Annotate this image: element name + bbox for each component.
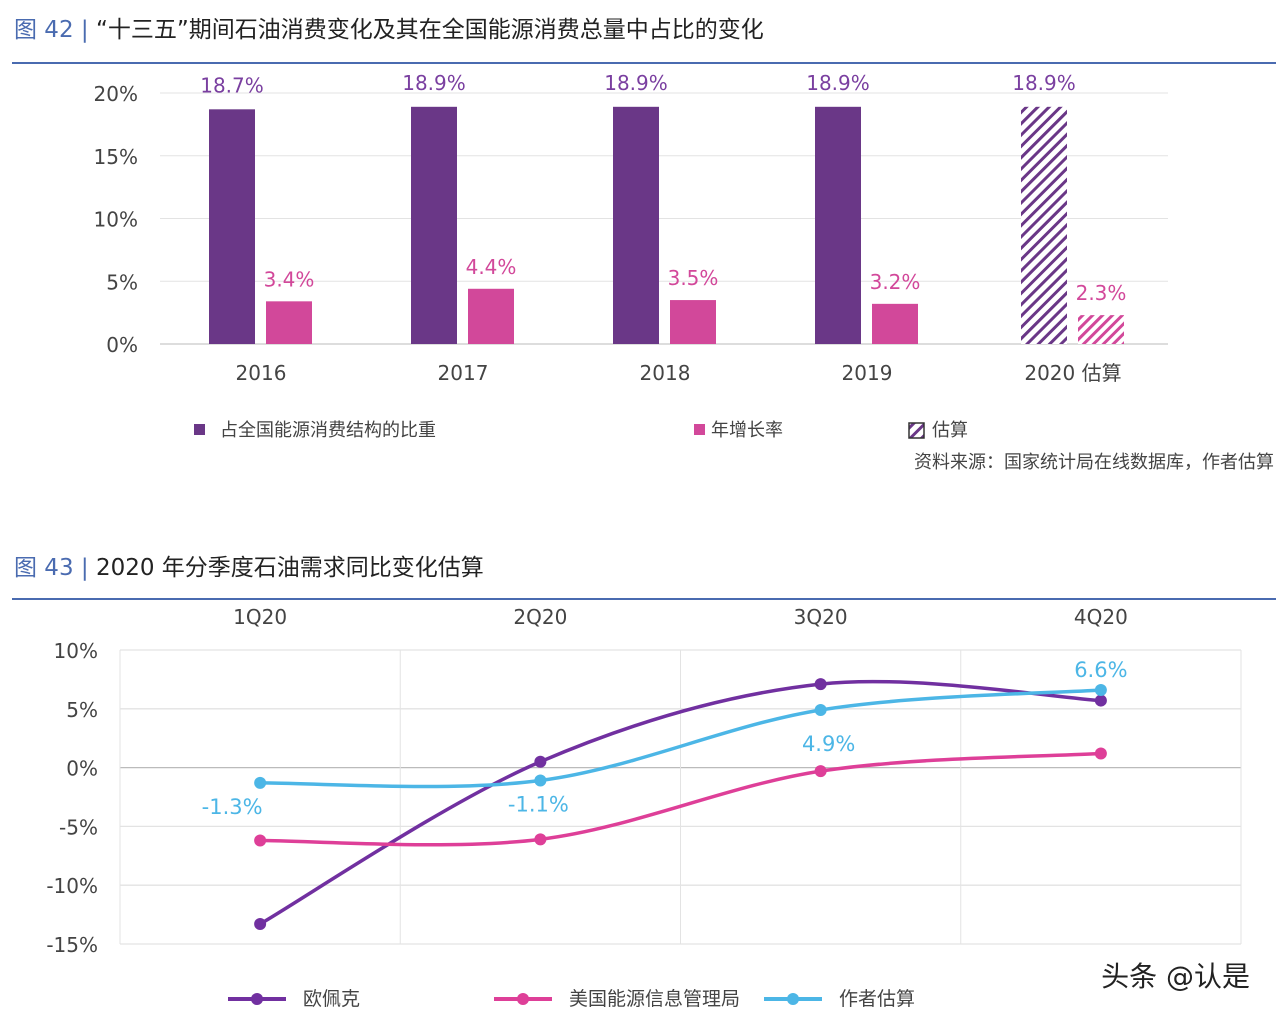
y-tick-label: 5% bbox=[106, 270, 138, 294]
share-bar bbox=[209, 109, 255, 344]
legend-swatch-estimate bbox=[908, 422, 925, 439]
x-tick-label: 2016 bbox=[236, 361, 287, 385]
data-point bbox=[814, 678, 827, 691]
data-label: 3.2% bbox=[870, 270, 921, 294]
data-point bbox=[534, 833, 547, 846]
x-tick-label: 2020 估算 bbox=[1024, 361, 1121, 385]
divider bbox=[12, 62, 1276, 64]
data-point bbox=[1094, 683, 1107, 696]
data-label: 18.9% bbox=[604, 71, 668, 95]
data-label: 18.9% bbox=[806, 71, 870, 95]
x-tick-label: 2017 bbox=[438, 361, 489, 385]
data-point bbox=[814, 703, 827, 716]
data-label: -1.1% bbox=[508, 793, 569, 817]
share-bar bbox=[411, 106, 457, 345]
y-tick-label: 10% bbox=[94, 208, 138, 232]
x-tick-label: 1Q20 bbox=[233, 605, 287, 629]
legend-marker bbox=[787, 993, 799, 1005]
data-point bbox=[254, 834, 267, 847]
data-label: 18.9% bbox=[1012, 71, 1076, 95]
data-label: 6.6% bbox=[1074, 658, 1127, 682]
data-label: 4.4% bbox=[466, 255, 517, 279]
data-label: 3.5% bbox=[668, 266, 719, 290]
series-line bbox=[260, 751, 1101, 847]
legend-marker bbox=[251, 993, 263, 1005]
figure-43-title: 图 43 | 2020 年分季度石油需求同比变化估算 bbox=[14, 548, 484, 582]
y-tick-label: 15% bbox=[94, 145, 138, 169]
x-tick-label: 4Q20 bbox=[1074, 605, 1128, 629]
x-tick-label: 3Q20 bbox=[794, 605, 848, 629]
legend-label: 占全国能源消费结构的比重 bbox=[220, 420, 436, 441]
y-tick-label: 0% bbox=[106, 333, 138, 357]
legend-marker bbox=[517, 993, 529, 1005]
growth-bar bbox=[872, 303, 918, 344]
data-point bbox=[254, 918, 267, 931]
bar-chart: 0% 5% 10% 15% 20% 18.7% 3.4% 2016 18.9% 4.4% 2017 1… bbox=[94, 71, 1168, 441]
y-tick-label: 20% bbox=[94, 82, 138, 106]
legend-label: 美国能源信息管理局 bbox=[569, 988, 740, 1010]
growth-bar bbox=[670, 300, 716, 344]
data-label: -1.3% bbox=[202, 795, 263, 819]
share-bar bbox=[815, 106, 861, 345]
source-note: 资料来源：国家统计局在线数据库，作者估算 bbox=[914, 452, 1274, 473]
y-tick-label: -10% bbox=[46, 874, 98, 898]
data-point bbox=[1094, 694, 1107, 707]
divider bbox=[12, 598, 1276, 600]
series-line bbox=[259, 679, 1101, 926]
legend-label: 估算 bbox=[932, 420, 968, 441]
data-point bbox=[254, 776, 267, 789]
legend-swatch-growth bbox=[694, 424, 705, 435]
y-tick-label: 5% bbox=[66, 698, 98, 722]
legend-label: 作者估算 bbox=[839, 988, 915, 1010]
x-tick-label: 2018 bbox=[640, 361, 691, 385]
data-point bbox=[534, 755, 547, 768]
series-line bbox=[260, 688, 1102, 789]
data-point bbox=[814, 765, 827, 778]
y-tick-label: 0% bbox=[66, 757, 98, 781]
line-chart: -15% -10% -5% 0% 5% 10% 1Q20 2Q20 3Q20 4Q20 -1.3% -… bbox=[46, 605, 1242, 1010]
share-bar bbox=[1021, 106, 1067, 345]
figure-42-title-text: “十三五”期间石油消费变化及其在全国能源消费总量中占比的变化 bbox=[95, 17, 764, 43]
data-label: 18.9% bbox=[402, 71, 466, 95]
growth-bar bbox=[1078, 315, 1124, 344]
figure-42-title: 图 42 | “十三五”期间石油消费变化及其在全国能源消费总量中占比的变化 bbox=[14, 10, 764, 44]
figure-42-label: 图 42 | bbox=[14, 17, 89, 43]
x-tick-label: 2Q20 bbox=[513, 605, 567, 629]
figure-43-title-text: 2020 年分季度石油需求同比变化估算 bbox=[95, 555, 484, 581]
legend-label: 年增长率 bbox=[711, 420, 783, 441]
legend-label: 欧佩克 bbox=[303, 988, 360, 1010]
data-label: 3.4% bbox=[264, 267, 315, 291]
growth-bar bbox=[266, 301, 312, 344]
y-tick-label: -5% bbox=[59, 815, 98, 839]
data-point bbox=[534, 774, 547, 787]
legend-swatch-share bbox=[194, 424, 205, 435]
watermark: 头条 @认是 bbox=[1101, 960, 1250, 993]
y-tick-label: -15% bbox=[46, 933, 98, 957]
data-label: 18.7% bbox=[200, 73, 264, 97]
data-label: 4.9% bbox=[802, 732, 855, 756]
share-bar bbox=[613, 106, 659, 345]
data-point bbox=[1094, 747, 1107, 760]
growth-bar bbox=[468, 288, 514, 344]
data-label: 2.3% bbox=[1076, 281, 1127, 305]
figure-43-label: 图 43 | bbox=[14, 555, 89, 581]
y-tick-label: 10% bbox=[54, 639, 98, 663]
x-tick-label: 2019 bbox=[842, 361, 893, 385]
